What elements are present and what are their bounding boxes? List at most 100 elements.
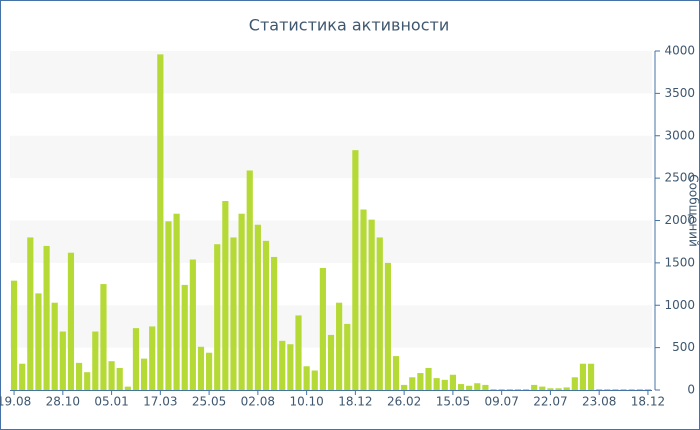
bar bbox=[206, 352, 213, 390]
x-tick-label: 28.10 bbox=[46, 395, 80, 409]
bar bbox=[547, 388, 554, 390]
bar bbox=[214, 244, 221, 390]
grid-band bbox=[10, 51, 652, 94]
bar bbox=[84, 372, 91, 390]
bar bbox=[514, 389, 521, 390]
bar bbox=[262, 240, 270, 390]
bar bbox=[197, 346, 205, 390]
bar bbox=[43, 245, 50, 390]
bar bbox=[35, 293, 42, 390]
grid-band bbox=[10, 220, 652, 263]
bar bbox=[522, 389, 530, 390]
bar bbox=[19, 363, 26, 390]
bar bbox=[360, 209, 367, 390]
bar bbox=[498, 389, 505, 390]
bar bbox=[474, 383, 481, 390]
bar bbox=[571, 377, 578, 390]
bar bbox=[295, 315, 302, 390]
bar bbox=[173, 213, 180, 390]
y-tick-label: 0 bbox=[687, 383, 695, 397]
y-tick-label: 1000 bbox=[664, 298, 695, 312]
y-axis-label: Сообщений bbox=[687, 174, 700, 247]
y-tick-label: 500 bbox=[672, 340, 695, 354]
bar bbox=[336, 302, 343, 390]
bar bbox=[644, 389, 652, 390]
bar bbox=[222, 201, 229, 390]
bar bbox=[587, 363, 595, 390]
bar bbox=[531, 384, 538, 390]
bar bbox=[425, 367, 432, 390]
bar bbox=[124, 386, 131, 390]
bar bbox=[482, 384, 489, 390]
bar bbox=[311, 370, 318, 390]
bar bbox=[376, 237, 383, 390]
chart-title: Статистика активности bbox=[249, 16, 449, 35]
bar bbox=[457, 384, 465, 390]
bar bbox=[230, 237, 237, 390]
x-tick-label: 18.12 bbox=[338, 395, 372, 409]
grid-band bbox=[10, 135, 652, 179]
bar bbox=[563, 387, 570, 390]
bar bbox=[490, 389, 497, 390]
x-tick-label: 18.12 bbox=[631, 395, 665, 409]
bar bbox=[596, 389, 603, 390]
x-tick-label: 26.02 bbox=[387, 395, 421, 409]
bar bbox=[287, 344, 294, 390]
bar bbox=[67, 252, 75, 390]
x-tick-label: 09.07 bbox=[484, 395, 518, 409]
x-tick-label: 17.03 bbox=[143, 395, 177, 409]
x-tick-label: 15.05 bbox=[436, 395, 470, 409]
bar bbox=[303, 366, 310, 390]
bar bbox=[165, 221, 172, 390]
bar bbox=[604, 389, 611, 390]
bar bbox=[409, 377, 416, 390]
bar bbox=[368, 219, 375, 390]
bar bbox=[75, 362, 83, 390]
y-tick-label: 2000 bbox=[664, 213, 695, 227]
bar bbox=[27, 237, 34, 390]
bar bbox=[51, 302, 58, 390]
bar bbox=[384, 262, 391, 390]
bar bbox=[279, 340, 286, 390]
bar bbox=[254, 224, 261, 390]
y-tick-label: 1500 bbox=[664, 255, 695, 269]
bar bbox=[327, 334, 335, 390]
x-tick-label: 02.08 bbox=[241, 395, 275, 409]
bar bbox=[466, 385, 473, 390]
x-tick-label: 23.08 bbox=[582, 395, 616, 409]
x-tick-label: 25.05 bbox=[192, 395, 226, 409]
bar bbox=[10, 280, 18, 390]
bar bbox=[181, 284, 188, 390]
bar bbox=[100, 284, 107, 390]
bar bbox=[579, 363, 587, 390]
bar bbox=[636, 389, 643, 390]
y-tick-label: 3500 bbox=[664, 86, 695, 100]
bar bbox=[417, 373, 424, 390]
x-tick-label: 10.10 bbox=[289, 395, 323, 409]
bar bbox=[189, 259, 196, 390]
x-tick-label: 19.08 bbox=[0, 395, 31, 409]
bar bbox=[132, 328, 140, 390]
x-tick-label: 05.01 bbox=[94, 395, 128, 409]
bar bbox=[352, 150, 359, 390]
bar bbox=[620, 389, 627, 390]
bar bbox=[319, 267, 326, 390]
bar bbox=[157, 54, 164, 390]
bar bbox=[238, 213, 245, 390]
bar bbox=[539, 386, 546, 390]
y-tick-label: 3000 bbox=[664, 128, 695, 142]
bar bbox=[612, 389, 619, 390]
bar bbox=[149, 326, 156, 390]
bar bbox=[59, 331, 66, 390]
bar bbox=[401, 384, 408, 390]
bar bbox=[392, 356, 400, 390]
bar bbox=[246, 170, 253, 390]
bar bbox=[555, 388, 562, 390]
bar bbox=[108, 361, 115, 390]
bar bbox=[92, 331, 99, 390]
bar bbox=[441, 379, 448, 390]
bar bbox=[449, 374, 456, 390]
bar bbox=[271, 256, 278, 390]
bar bbox=[433, 378, 440, 390]
